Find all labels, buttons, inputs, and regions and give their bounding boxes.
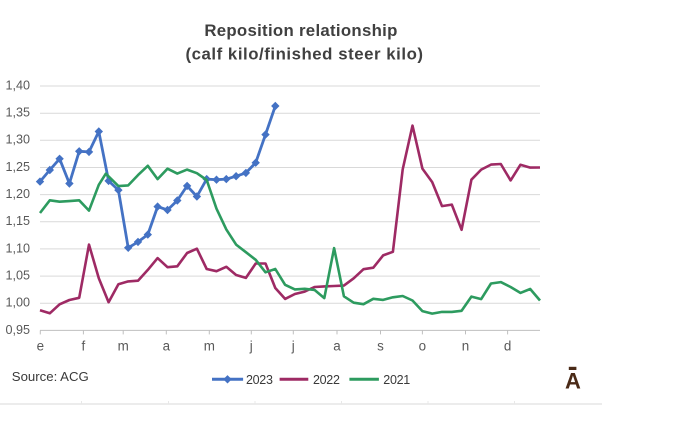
svg-text:Reposition relationship: Reposition relationship	[204, 21, 397, 40]
svg-text:m: m	[118, 338, 129, 353]
svg-text:1,25: 1,25	[5, 160, 30, 174]
svg-text:2021: 2021	[383, 373, 410, 387]
svg-text:1,40: 1,40	[5, 78, 30, 92]
svg-text:a: a	[333, 338, 341, 353]
svg-text:s: s	[377, 338, 384, 353]
svg-text:2023: 2023	[246, 373, 273, 387]
svg-text:j: j	[249, 338, 253, 353]
svg-text:A: A	[565, 369, 581, 394]
svg-text:a: a	[163, 338, 171, 353]
svg-text:1,35: 1,35	[5, 106, 30, 120]
svg-text:(calf kilo/finished steer kilo: (calf kilo/finished steer kilo)	[185, 45, 423, 64]
svg-text:1,30: 1,30	[5, 133, 30, 147]
svg-text:j: j	[291, 338, 295, 353]
svg-text:1,00: 1,00	[5, 296, 30, 310]
svg-text:0,95: 0,95	[5, 323, 30, 337]
svg-text:f: f	[82, 338, 86, 353]
svg-text:m: m	[204, 338, 215, 353]
svg-text:1,15: 1,15	[5, 214, 30, 228]
svg-text:1,10: 1,10	[5, 241, 30, 255]
svg-text:2022: 2022	[313, 373, 340, 387]
svg-text:Source: ACG: Source: ACG	[12, 369, 89, 384]
svg-text:n: n	[462, 338, 469, 353]
svg-text:o: o	[419, 338, 426, 353]
svg-text:1,05: 1,05	[5, 269, 30, 283]
svg-text:1,20: 1,20	[5, 187, 30, 201]
svg-text:d: d	[504, 338, 511, 353]
svg-text:e: e	[37, 338, 44, 353]
